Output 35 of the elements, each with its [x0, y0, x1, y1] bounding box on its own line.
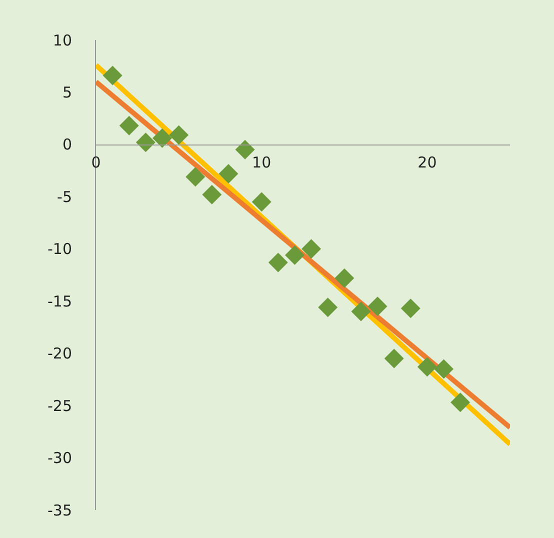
- point: [450, 392, 470, 412]
- y-tick-label: 5: [62, 83, 72, 102]
- point: [102, 66, 122, 86]
- y-tick-label: -5: [57, 188, 72, 206]
- point: [268, 252, 288, 272]
- point: [218, 164, 238, 184]
- point: [252, 192, 272, 212]
- point: [136, 132, 156, 152]
- point: [400, 298, 420, 318]
- point: [119, 116, 139, 136]
- y-tick-label: -35: [48, 501, 72, 520]
- point: [186, 167, 206, 187]
- point: [351, 302, 371, 322]
- y-tick-label: -10: [48, 240, 72, 258]
- point: [302, 239, 322, 259]
- point: [169, 125, 189, 145]
- point: [434, 359, 454, 379]
- y-tick-label: -20: [48, 344, 72, 363]
- point: [417, 357, 437, 377]
- y-tick-label: -30: [48, 449, 72, 468]
- point: [318, 298, 338, 318]
- point: [368, 296, 388, 316]
- x-tick-label: 0: [91, 153, 101, 172]
- y-tick-label: -25: [48, 396, 72, 415]
- point: [235, 140, 255, 160]
- y-tick-label: 0: [62, 136, 72, 154]
- point: [284, 245, 304, 265]
- point: [384, 348, 404, 368]
- point: [152, 128, 172, 148]
- point: [202, 184, 222, 204]
- y-tick-label: -15: [48, 292, 72, 310]
- y-tick-label: 10: [52, 31, 72, 50]
- x-tick-label: 10: [252, 153, 272, 172]
- point: [334, 268, 354, 288]
- x-tick-label: 20: [418, 153, 437, 172]
